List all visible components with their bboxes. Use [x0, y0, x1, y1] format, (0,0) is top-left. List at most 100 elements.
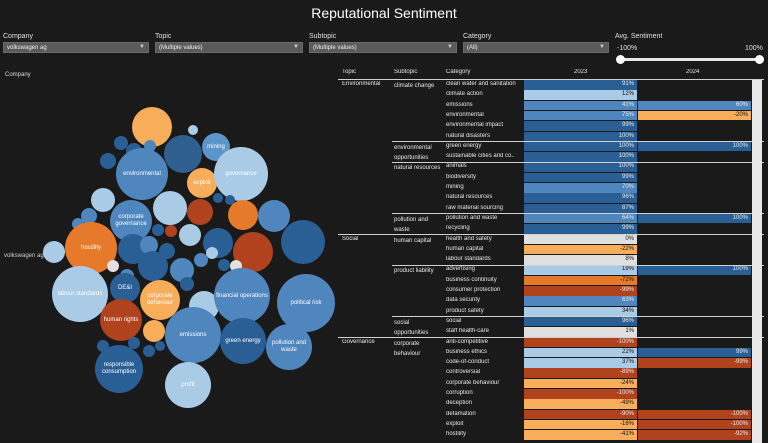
table-row[interactable]: pollution and waste pollution and waste 64… — [338, 213, 764, 233]
category-filter[interactable]: Category (All) ▼ — [463, 33, 609, 53]
bubble[interactable]: DE&I — [110, 273, 140, 303]
bubble[interactable] — [165, 225, 177, 237]
sentiment-cell-2024[interactable] — [638, 327, 751, 337]
table-row[interactable]: corruption -100% — [338, 389, 764, 399]
table-row[interactable]: environmental impact 99% — [338, 121, 764, 131]
sentiment-cell-2023[interactable]: 41% — [524, 100, 637, 111]
vertical-scrollbar[interactable] — [752, 80, 762, 443]
bubble[interactable] — [225, 195, 235, 205]
sentiment-cell-2023[interactable]: -24% — [524, 378, 637, 389]
sentiment-cell-2024[interactable] — [638, 235, 751, 245]
bubble[interactable] — [152, 224, 164, 236]
table-row[interactable]: Environmental climate change clean water a… — [338, 80, 764, 90]
sentiment-cell-2024[interactable]: 60% — [638, 100, 751, 111]
sentiment-cell-2023[interactable]: -90% — [524, 409, 637, 420]
bubble[interactable] — [114, 136, 128, 150]
bubble[interactable] — [128, 337, 140, 349]
sentiment-cell-2024[interactable] — [638, 132, 751, 142]
table-row[interactable]: hostility -41% -92% — [338, 430, 764, 440]
bubble[interactable] — [100, 153, 116, 169]
sentiment-cell-2024[interactable]: -99% — [638, 358, 751, 368]
bubble[interactable] — [143, 345, 155, 357]
bubble[interactable] — [228, 200, 258, 230]
sentiment-cell-2024[interactable] — [638, 80, 751, 90]
bubble[interactable] — [107, 260, 119, 272]
table-row[interactable]: corporate behaviour -24% — [338, 378, 764, 389]
sentiment-cell-2024[interactable]: -92% — [638, 430, 751, 440]
table-row[interactable]: environmental opportunities green energy 1… — [338, 141, 764, 161]
sentiment-cell-2024[interactable] — [638, 307, 751, 317]
bubble[interactable] — [43, 241, 65, 263]
sentiment-cell-2023[interactable]: 64% — [524, 213, 637, 224]
sentiment-cell-2024[interactable] — [638, 152, 751, 162]
bubble[interactable]: responsible consumption — [95, 345, 143, 393]
sentiment-cell-2024[interactable]: 99% — [638, 347, 751, 358]
table-row[interactable]: controversial -89% — [338, 368, 764, 378]
bubble[interactable] — [218, 259, 230, 271]
sentiment-cell-2023[interactable]: 37% — [524, 358, 637, 368]
table-row[interactable]: product safety 34% — [338, 306, 764, 317]
sentiment-cell-2024[interactable] — [638, 379, 751, 389]
sentiment-cell-2023[interactable]: 100% — [524, 152, 637, 162]
table-row[interactable]: natural disasters 100% — [338, 131, 764, 142]
sentiment-cell-2023[interactable]: 22% — [524, 347, 637, 358]
sentiment-cell-2023[interactable]: 100% — [524, 141, 637, 152]
sentiment-cell-2024[interactable]: -100% — [638, 409, 751, 420]
sentiment-cell-2023[interactable]: 63% — [524, 296, 637, 306]
sentiment-cell-2023[interactable]: -100% — [524, 337, 637, 348]
sentiment-cell-2024[interactable] — [638, 162, 751, 172]
sentiment-cell-2023[interactable]: -22% — [524, 244, 637, 255]
bubble[interactable] — [258, 200, 290, 232]
bubble[interactable]: environmental — [116, 148, 168, 200]
table-row[interactable]: data security 63% — [338, 296, 764, 306]
sentiment-cell-2023[interactable]: 99% — [524, 224, 637, 234]
bubble[interactable]: green energy — [220, 318, 266, 364]
bubble[interactable] — [138, 251, 168, 281]
sentiment-cell-2023[interactable]: 100% — [524, 131, 637, 142]
table-row[interactable]: biodiversity 99% — [338, 172, 764, 183]
table-row[interactable]: labour standards 8% — [338, 255, 764, 265]
sentiment-cell-2023[interactable]: 96% — [524, 193, 637, 203]
table-row[interactable]: climate action 12% — [338, 90, 764, 100]
bubble[interactable] — [91, 188, 115, 212]
sentiment-cell-2024[interactable] — [638, 389, 751, 399]
sentiment-cell-2024[interactable] — [638, 193, 751, 203]
sentiment-cell-2024[interactable]: -20% — [638, 110, 751, 121]
company-filter-select[interactable]: volkswagen ag ▼ — [3, 42, 149, 53]
table-row[interactable]: business ethics 22% 99% — [338, 347, 764, 358]
bubble[interactable] — [81, 208, 97, 224]
sentiment-cell-2024[interactable] — [638, 286, 751, 296]
sentiment-cell-2023[interactable]: 12% — [524, 90, 637, 100]
sentiment-cell-2024[interactable] — [638, 173, 751, 183]
bubble[interactable] — [187, 199, 213, 225]
table-row[interactable]: consumer protection -99% — [338, 286, 764, 296]
sentiment-cell-2024[interactable]: 100% — [638, 265, 751, 275]
sentiment-cell-2023[interactable]: 100% — [524, 162, 637, 172]
sentiment-cell-2024[interactable] — [638, 183, 751, 193]
bubble[interactable] — [194, 253, 208, 267]
sentiment-cell-2023[interactable]: 99% — [524, 121, 637, 131]
sentiment-cell-2024[interactable] — [638, 90, 751, 100]
sentiment-cell-2023[interactable]: -99% — [524, 286, 637, 296]
bubble[interactable] — [206, 247, 218, 259]
bubble[interactable]: corporate behaviour — [140, 280, 180, 320]
table-row[interactable]: Social human capital health and safety 0% — [338, 234, 764, 245]
sentiment-cell-2023[interactable]: 96% — [524, 316, 637, 327]
subtopic-filter-select[interactable]: (Multiple values) ▼ — [309, 42, 457, 53]
sentiment-cell-2024[interactable]: 100% — [638, 141, 751, 152]
table-row[interactable]: environmental 75% -20% — [338, 110, 764, 121]
sentiment-cell-2024[interactable] — [638, 338, 751, 348]
sentiment-cell-2023[interactable]: -72% — [524, 275, 637, 286]
table-row[interactable]: staff health-care 1% — [338, 327, 764, 337]
sentiment-cell-2024[interactable] — [638, 296, 751, 306]
bubble[interactable]: political risk — [277, 274, 335, 332]
sentiment-slider-max-handle[interactable] — [755, 55, 764, 64]
topic-filter-select[interactable]: (Multiple values) ▼ — [155, 42, 303, 53]
bubble[interactable]: emissions — [165, 307, 221, 363]
bubble[interactable] — [179, 224, 201, 246]
bubble[interactable]: labour standards — [52, 266, 108, 322]
sentiment-cell-2023[interactable]: -89% — [524, 368, 637, 378]
bubble[interactable] — [188, 125, 198, 135]
sentiment-cell-2024[interactable]: -100% — [638, 419, 751, 430]
table-row[interactable]: natural resources animals 100% — [338, 162, 764, 172]
